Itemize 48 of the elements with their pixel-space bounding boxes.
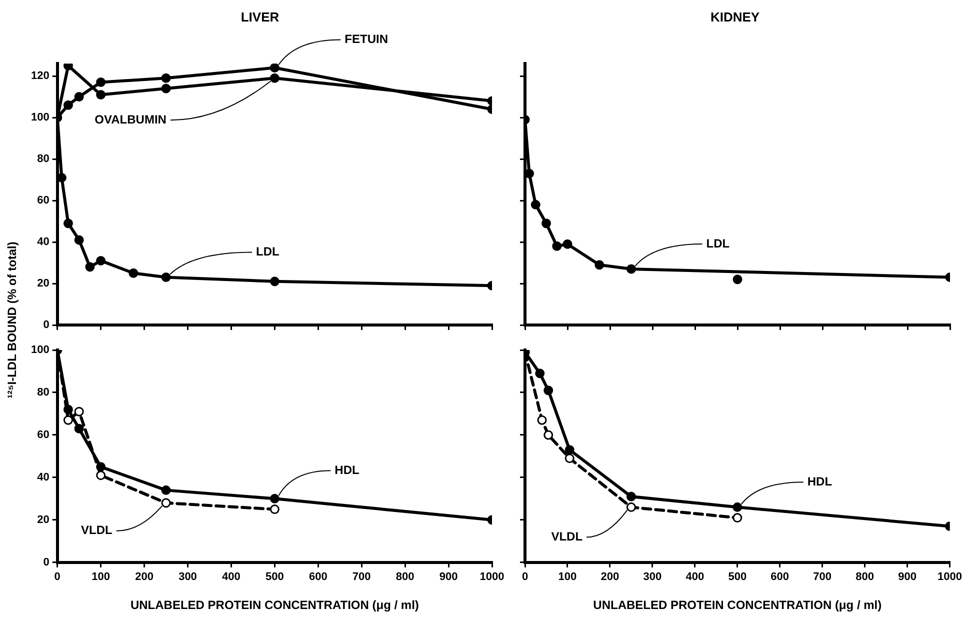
chart-title: KIDNEY — [710, 9, 760, 24]
text: VLDL — [551, 529, 583, 544]
y-tick-label: 60 — [37, 428, 50, 441]
x-tick-label: 100 — [92, 571, 110, 584]
y-tick-label: 0 — [43, 319, 50, 332]
y-axis-title: ¹²⁵I-LDL BOUND (% of total) — [5, 242, 19, 398]
x-tick-label: 900 — [898, 571, 916, 584]
y-tick-label: 20 — [37, 514, 50, 526]
y-tick-label: 100 — [30, 344, 50, 356]
text: HDL — [334, 462, 360, 477]
x-tick-label: 500 — [265, 571, 284, 584]
y-tick-label: 40 — [37, 236, 50, 248]
x-tick-label: 900 — [439, 571, 458, 584]
x-axis-title: UNLABELED PROTEIN CONCENTRATION (μg / ml) — [593, 598, 882, 612]
x-tick-label: 600 — [770, 571, 790, 584]
series-label: LDL — [706, 236, 730, 250]
x-tick-label: 200 — [600, 571, 620, 584]
y-tick-label: 60 — [37, 194, 50, 207]
x-tick-label: 500 — [728, 571, 747, 584]
x-tick-label: 300 — [178, 571, 197, 584]
y-tick-label: 120 — [30, 70, 50, 82]
text: FETUIN — [344, 32, 388, 46]
x-tick-label: 200 — [135, 571, 154, 584]
y-tick-label: 20 — [37, 278, 50, 290]
x-tick-label: 800 — [396, 571, 414, 584]
series-label: LDL — [256, 244, 280, 259]
x-tick-label: 300 — [643, 571, 662, 584]
x-tick-label: 700 — [352, 571, 371, 584]
series-label: OVALBUMIN — [94, 112, 166, 126]
x-tick-label: 400 — [686, 571, 704, 584]
x-axis-title: UNLABELED PROTEIN CONCENTRATION (μg / ml) — [130, 598, 419, 612]
y-tick-label: 100 — [30, 112, 50, 124]
x-tick-label: 800 — [856, 571, 874, 584]
x-tick-label: 0 — [522, 571, 528, 584]
text: VLDL — [81, 523, 112, 538]
x-tick-label: 0 — [54, 571, 60, 584]
y-tick-label: 40 — [37, 471, 50, 484]
x-tick-label: 700 — [813, 571, 832, 584]
y-tick-label: 80 — [37, 153, 50, 166]
y-tick-label: 80 — [37, 386, 50, 399]
x-tick-label: 1000 — [480, 571, 504, 584]
text: HDL — [807, 474, 832, 488]
chart-title: LIVER — [240, 9, 280, 24]
x-tick-label: 600 — [308, 571, 328, 584]
x-tick-label: 400 — [222, 571, 240, 584]
x-tick-label: 1000 — [938, 571, 962, 584]
x-tick-label: 100 — [558, 571, 577, 584]
y-tick-label: 0 — [43, 556, 50, 568]
